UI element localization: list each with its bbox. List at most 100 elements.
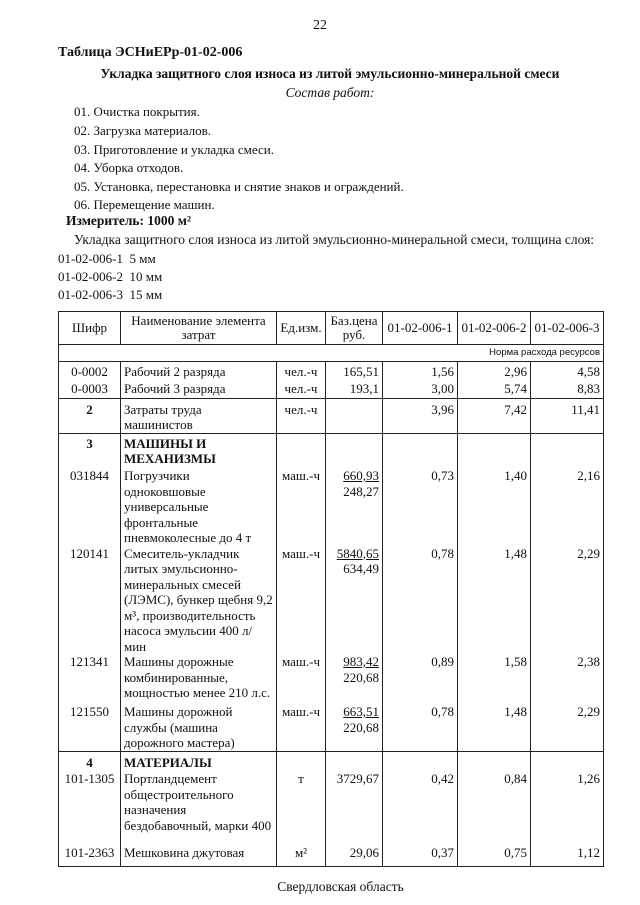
unit-cell: чел.-ч	[276, 379, 326, 398]
norm-value-cell: 1,58	[457, 654, 531, 704]
table-header-row: Шифр Наименование элемента затрат Ед.изм…	[58, 311, 604, 345]
unit-cell: чел.-ч	[276, 397, 326, 434]
norm-value-cell: 1,48	[457, 704, 531, 752]
table-row: 121550 Машины дорожной службы (машина дор…	[58, 704, 604, 752]
norm-value-cell: 2,96	[457, 361, 531, 379]
variant-code: 01-02-006-3	[58, 287, 123, 302]
name-cell: Затраты труда машинистов	[120, 397, 277, 434]
norm-value-cell: 5,74	[457, 379, 531, 398]
norm-value-cell: 1,40	[457, 468, 531, 546]
base-price: 663,51	[343, 704, 379, 719]
wage-price: 220,68	[343, 669, 379, 685]
norm-value-cell: 1,12	[530, 839, 604, 867]
norm-value-cell: 0,78	[382, 545, 458, 654]
price-cell: 3729,67	[325, 771, 383, 839]
norm-value-cell: 0,73	[382, 468, 458, 546]
norm-value-cell	[457, 750, 531, 771]
table-row: 101-2363 Мешковина джутовая м² 29,06 0,37 0,7…	[58, 839, 604, 867]
header-cell: 01-02-006-2	[457, 311, 531, 345]
unit-cell: маш.-ч	[276, 704, 326, 752]
table-and-footer: Шифр Наименование элемента затрат Ед.изм…	[58, 311, 604, 895]
norm-value-cell	[457, 432, 531, 468]
work-item: 02. Загрузка материалов.	[74, 123, 211, 138]
norm-value-cell: 2,38	[530, 654, 604, 704]
header-cell: Ед.изм.	[276, 311, 326, 345]
price-cell: 660,93 248,27	[325, 468, 383, 546]
description: Укладка защитного слоя износа из литой э…	[74, 232, 595, 247]
header-cell: 01-02-006-1	[382, 311, 458, 345]
norm-value-cell	[530, 750, 604, 771]
code-cell: 3	[58, 432, 121, 468]
norm-value-cell: 3,00	[382, 379, 458, 398]
unit-cell: чел.-ч	[276, 361, 326, 379]
header-cell: Шифр	[58, 311, 121, 345]
price-cell: 983,42 220,68	[325, 654, 383, 704]
wage-price: 634,49	[343, 561, 379, 576]
base-price: 193,1	[349, 381, 379, 396]
norm-value-cell: 7,42	[457, 397, 531, 434]
page-number: 22	[313, 18, 327, 33]
subtitle: Укладка защитного слоя износа из литой э…	[100, 66, 560, 81]
unit-cell: маш.-ч	[276, 468, 326, 546]
name-cell: Портландцемент общестроительного назначе…	[120, 771, 277, 839]
variant-code: 01-02-006-1	[58, 251, 123, 266]
base-price: 29,06	[349, 845, 379, 860]
norm-value-cell	[530, 432, 604, 468]
section-row: 4 МАТЕРИАЛЫ	[58, 750, 604, 771]
norm-value-cell: 2,29	[530, 545, 604, 654]
name-cell: Рабочий 3 разряда	[120, 379, 277, 398]
work-item: 01. Очистка покрытия.	[74, 104, 200, 119]
header-cell: 01-02-006-3	[530, 311, 604, 345]
footer: Свердловская область	[277, 878, 404, 894]
norm-value-cell: 4,58	[530, 361, 604, 379]
variant: 01-02-006-3 15 мм	[58, 287, 162, 303]
header-cell: Наименование элемента затрат	[120, 311, 277, 345]
price-cell: 193,1	[325, 379, 383, 398]
name-cell: Машины дорожной службы (машина дорожного…	[120, 704, 277, 752]
price-cell: 29,06	[325, 839, 383, 867]
header-cell: Баз.цена руб.	[325, 311, 383, 345]
norm-value-cell	[382, 432, 458, 468]
code-cell: 101-1305	[58, 771, 121, 839]
name-cell: Погрузчики одноковшовые универсальные фр…	[120, 468, 277, 546]
variant-code: 01-02-006-2	[58, 269, 123, 284]
norm-value-cell: 3,96	[382, 397, 458, 434]
table-title: Таблица ЭСНиЕРр-01-02-006	[58, 45, 243, 60]
wage-price: 220,68	[343, 719, 379, 735]
base-price: 165,51	[343, 363, 379, 379]
meter: Измеритель: 1000 м²	[66, 213, 192, 228]
work-item: 05. Установка, перестановка и снятие зна…	[74, 179, 404, 194]
table-row: 0-0003 Рабочий 3 разряда чел.-ч 193,1 3,00 5,…	[58, 379, 604, 398]
table-row: 2 Затраты труда машинистов чел.-ч 3,96 7,42 1…	[58, 397, 604, 434]
unit-cell	[276, 432, 326, 468]
variant: 01-02-006-1 5 мм	[58, 251, 156, 267]
variant-value: 5 мм	[129, 251, 156, 266]
price-cell: 5840,65 634,49	[325, 545, 383, 654]
price-cell: 663,51 220,68	[325, 704, 383, 752]
variant: 01-02-006-2 10 мм	[58, 269, 162, 285]
table-row: 121341 Машины дорожные комбинированные, м…	[58, 654, 604, 704]
norm-value-cell: 2,29	[530, 704, 604, 752]
norm-value-cell: 1,48	[457, 545, 531, 654]
base-price: 983,42	[343, 654, 379, 669]
unit-cell	[276, 750, 326, 771]
name-cell: Мешковина джутовая	[120, 839, 277, 867]
norm-value-cell	[382, 750, 458, 771]
name-cell: МАТЕРИАЛЫ	[120, 750, 277, 771]
code-cell: 0-0003	[58, 379, 121, 398]
code-cell: 121550	[58, 704, 121, 752]
norm-value-cell: 0,78	[382, 704, 458, 752]
norm-label: Норма расхода ресурсов	[58, 344, 604, 362]
name-cell: МАШИНЫ И МЕХАНИЗМЫ	[120, 432, 277, 468]
base-price: 3729,67	[336, 771, 379, 786]
unit-cell: м²	[276, 839, 326, 867]
unit-cell: т	[276, 771, 326, 839]
composition-heading: Состав работ:	[285, 85, 375, 100]
code-cell: 121341	[58, 654, 121, 704]
norm-value-cell: 0,42	[382, 771, 458, 839]
norm-value-cell: 0,89	[382, 654, 458, 704]
norm-row: Норма расхода ресурсов	[58, 344, 604, 362]
work-item: 06. Перемещение машин.	[74, 197, 215, 212]
section-row: 3 МАШИНЫ И МЕХАНИЗМЫ	[58, 432, 604, 468]
norm-value-cell: 8,83	[530, 379, 604, 398]
